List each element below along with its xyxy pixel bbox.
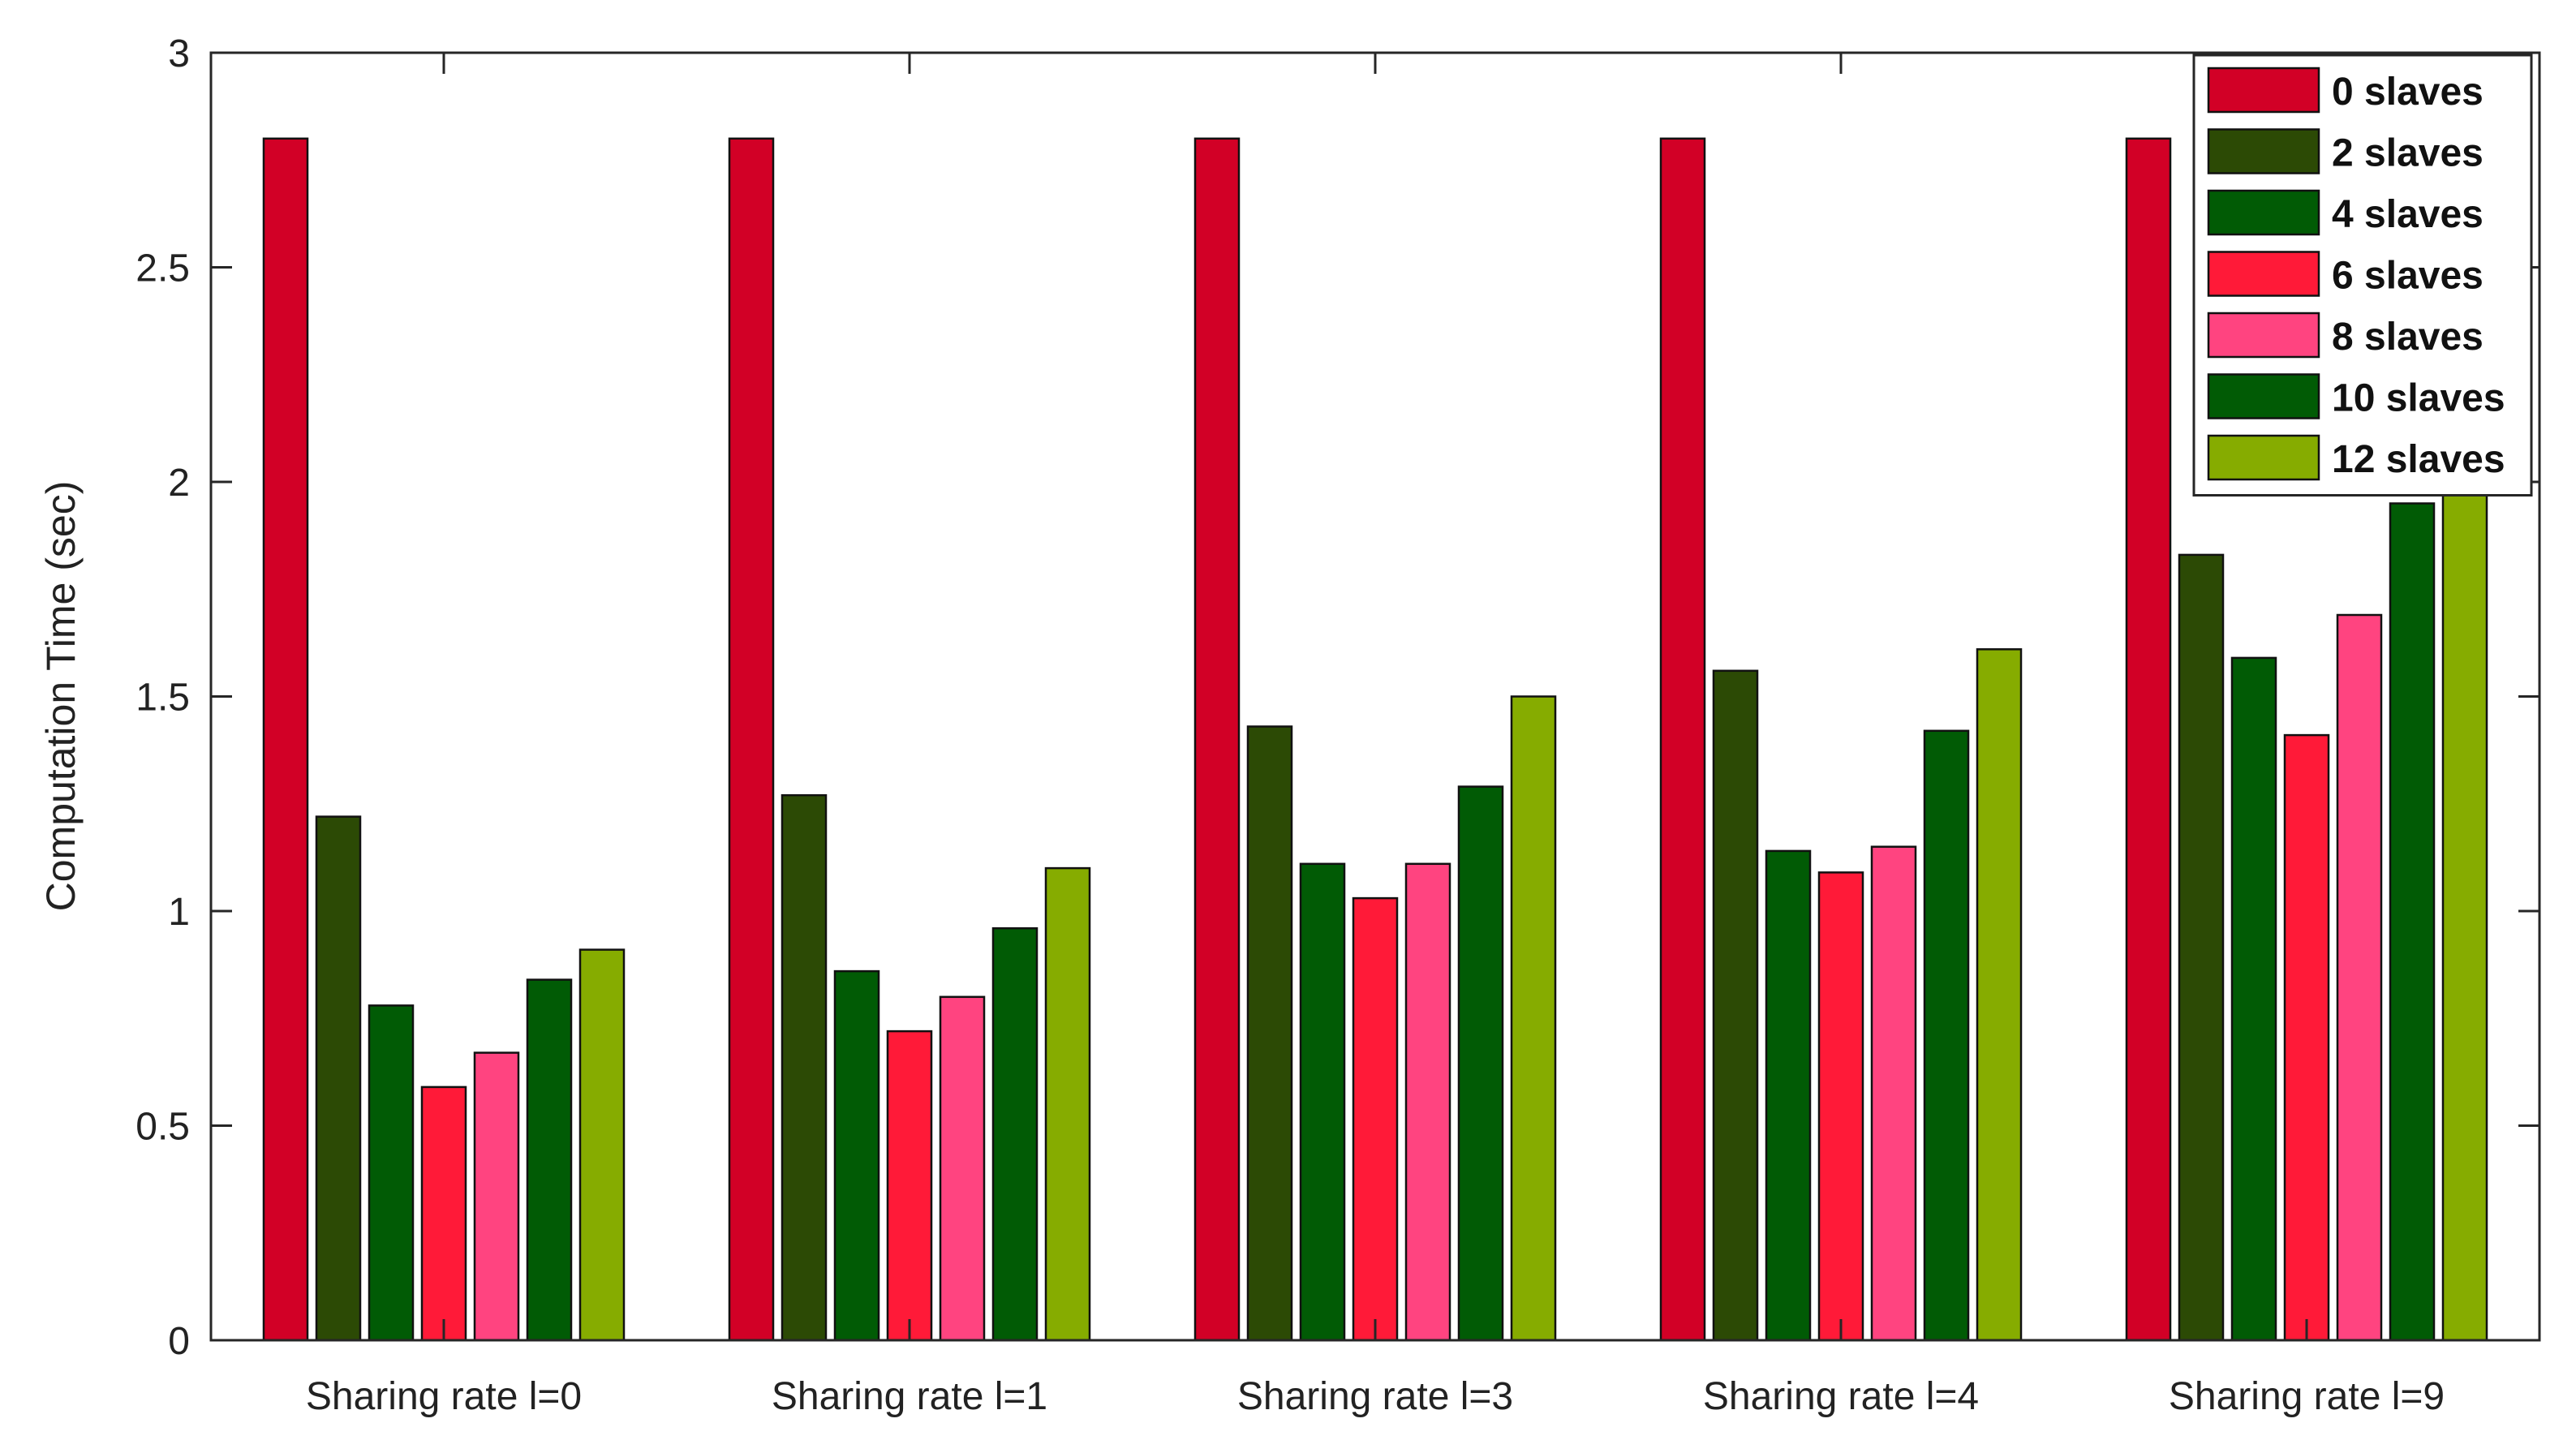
bar-4-6 [1923,729,1970,1342]
legend-swatch-3 [2207,189,2320,236]
y-tick-label-0: 0 [168,1320,190,1363]
bar-1-6 [526,978,573,1342]
legend-label-6: 10 slaves [2332,377,2505,420]
bar-2-1 [728,137,775,1342]
y-axis-ticks: 0 0.5 1 1.5 2 2.5 3 [135,32,2539,1363]
legend-label-5: 8 slaves [2332,316,2484,359]
bar-4-5 [1870,845,1917,1342]
bar-4-7 [1976,648,2023,1342]
bar-4-3 [1765,849,1812,1342]
legend: 0 slaves 2 slaves 4 slaves 6 slaves 8 slaves… [2192,54,2533,497]
legend-label-4: 6 slaves [2332,255,2484,298]
legend-swatch-4 [2207,251,2320,297]
x-tick-label-4: Sharing rate l=9 [2169,1375,2445,1418]
legend-swatch-7 [2207,434,2320,481]
bar-4-1 [1659,137,1706,1342]
bar-3-1 [1193,137,1241,1342]
bar-2-2 [781,793,828,1342]
bar-4-2 [1712,669,1759,1342]
bar-2-6 [991,926,1039,1342]
y-tick-label-5: 2.5 [135,247,190,290]
x-axis-ticks: Sharing rate l=0 Sharing rate l=1 Sharing … [306,53,2445,1418]
bars-group [262,137,2488,1342]
legend-swatch-2 [2207,128,2320,174]
bar-3-6 [1457,785,1504,1342]
y-tick-label-3: 1.5 [135,677,190,720]
bar-2-3 [833,969,880,1342]
bar-3-5 [1404,862,1451,1342]
bar-2-5 [939,995,986,1342]
bar-5-6 [2389,502,2436,1342]
bar-1-3 [368,1004,415,1342]
x-tick-label-2: Sharing rate l=3 [1237,1375,1513,1418]
bar-5-7 [2441,463,2488,1342]
y-axis-label: Computation Time (sec) [38,481,84,912]
y-tick-label-4: 2 [168,462,190,505]
bar-3-3 [1299,862,1346,1342]
bar-1-5 [473,1051,520,1342]
bar-1-4 [420,1085,467,1342]
legend-swatch-6 [2207,373,2320,419]
bar-5-3 [2230,656,2277,1342]
x-tick-label-3: Sharing rate l=4 [1703,1375,1979,1418]
bar-1-7 [578,948,626,1342]
bar-5-2 [2178,553,2225,1342]
bar-4-4 [1817,871,1864,1342]
bar-1-1 [262,137,309,1342]
bar-5-1 [2125,137,2172,1342]
bar-2-4 [886,1030,933,1342]
x-tick-label-0: Sharing rate l=0 [306,1375,582,1418]
legend-swatch-5 [2207,312,2320,359]
y-tick-label-1: 0.5 [135,1106,190,1149]
bar-1-2 [315,815,362,1342]
bar-5-5 [2336,613,2383,1342]
y-tick-label-6: 3 [168,32,190,75]
legend-label-1: 0 slaves [2332,71,2484,114]
legend-swatch-1 [2207,67,2320,114]
legend-label-3: 4 slaves [2332,193,2484,236]
legend-label-7: 12 slaves [2332,438,2505,481]
bar-3-2 [1246,725,1293,1342]
bar-2-7 [1044,866,1091,1342]
legend-label-2: 2 slaves [2332,132,2484,175]
x-tick-label-1: Sharing rate l=1 [772,1375,1047,1418]
plot-frame [209,51,2541,1342]
y-tick-label-2: 1 [168,891,190,934]
bar-3-4 [1352,896,1399,1342]
bar-3-7 [1510,695,1557,1342]
bar-5-4 [2283,733,2330,1342]
